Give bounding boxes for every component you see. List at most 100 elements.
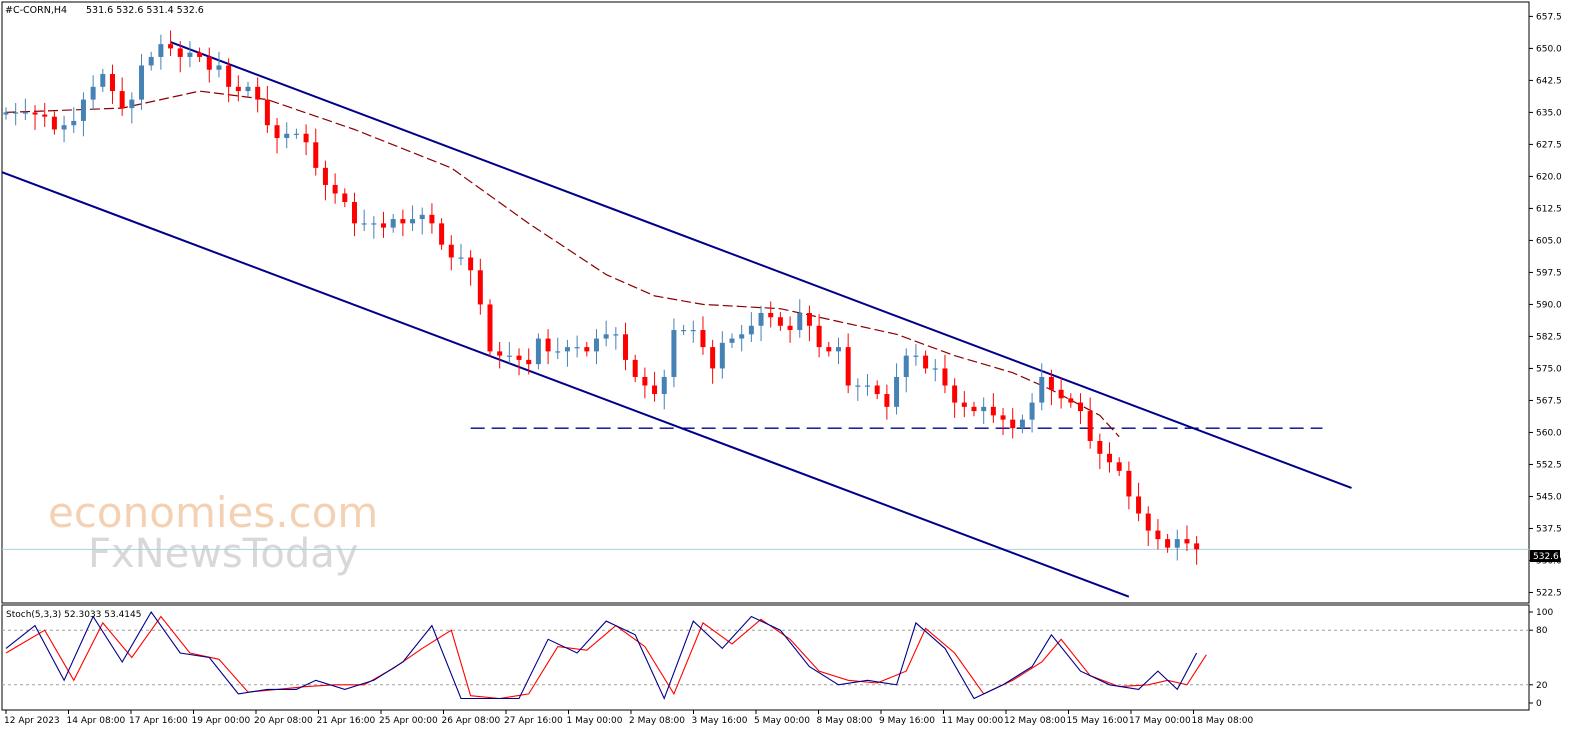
candle-body — [1058, 389, 1064, 399]
stoch-tick-label: 20 — [1536, 681, 1548, 691]
candle-body — [961, 402, 967, 407]
time-tick-label: 17 May 00:00 — [1129, 716, 1191, 726]
candle-body — [158, 44, 164, 57]
candle-body — [932, 368, 938, 370]
time-tick-label: 20 Apr 08:00 — [254, 716, 313, 726]
price-tick-label: 605.0 — [1536, 236, 1562, 246]
candle-body — [671, 330, 677, 377]
price-tick-label: 650.0 — [1536, 44, 1562, 54]
candle-body — [51, 116, 57, 130]
candle-body — [322, 167, 328, 185]
candle-body — [1048, 376, 1054, 390]
time-tick-label: 17 Apr 16:00 — [129, 716, 188, 726]
price-tick-label: 560.0 — [1536, 428, 1562, 438]
stoch-tick-label: 80 — [1536, 626, 1548, 636]
candle-body — [1194, 543, 1200, 550]
candle-body — [109, 74, 115, 92]
candle-body — [497, 351, 503, 356]
candle-body — [777, 317, 783, 326]
time-tick-label: 11 May 00:00 — [942, 716, 1004, 726]
time-tick-label: 15 May 16:00 — [1067, 716, 1129, 726]
time-tick-label: 19 Apr 00:00 — [192, 716, 251, 726]
price-tick-label: 657.5 — [1536, 12, 1562, 22]
candle-body — [806, 312, 812, 326]
candle-body — [1145, 513, 1151, 531]
candle-body — [545, 338, 551, 352]
current-price-tag — [1530, 550, 1560, 562]
time-tick-label: 5 May 00:00 — [754, 716, 810, 726]
candle-body — [13, 112, 19, 114]
stochastic-group: 100 80 20 0 — [2, 608, 1553, 709]
price-tick-label: 582.5 — [1536, 332, 1562, 342]
price-tick-label: 590.0 — [1536, 300, 1562, 310]
time-tick-label: 2 May 08:00 — [629, 716, 685, 726]
candle-body — [235, 86, 241, 92]
symbol-header: #C-CORN,H4 — [5, 5, 67, 16]
channel-lines-group — [1, 41, 1352, 598]
candle-body — [729, 338, 735, 343]
time-tick-label: 21 Apr 16:00 — [317, 716, 376, 726]
candle-body — [1019, 419, 1025, 429]
candle-body — [429, 214, 435, 224]
candle-body — [884, 394, 890, 407]
candle-body — [361, 223, 367, 225]
time-tick-label: 25 Apr 00:00 — [379, 716, 438, 726]
candle-body — [303, 133, 309, 143]
candle-body — [845, 347, 851, 386]
candle-body — [632, 359, 638, 377]
candle-body — [448, 244, 454, 258]
candle-body — [700, 330, 706, 348]
price-tick-label: 642.5 — [1536, 76, 1562, 86]
candle-body — [245, 86, 251, 92]
candle-body — [206, 56, 212, 70]
watermark-fxnewstoday: FxNewsToday — [88, 531, 358, 577]
candle-body — [468, 257, 474, 271]
candle-body — [564, 347, 570, 352]
candle-body — [61, 125, 67, 130]
watermark-economies: economies.com — [48, 488, 378, 537]
candle-body — [1136, 496, 1142, 514]
candle-body — [903, 355, 909, 377]
candle-body — [458, 257, 464, 259]
candle-body — [1107, 453, 1113, 463]
candle-body — [100, 74, 106, 87]
candle-body — [923, 355, 929, 369]
candle-body — [690, 330, 696, 332]
candle-body — [71, 120, 77, 126]
candle-body — [371, 223, 377, 225]
price-tick-label: 635.0 — [1536, 108, 1562, 118]
candle-body — [865, 385, 871, 387]
candle-body — [439, 223, 445, 245]
price-tick-label: 567.5 — [1536, 396, 1562, 406]
candle-body — [942, 368, 948, 386]
candle-body — [681, 330, 687, 332]
price-tick-label: 575.0 — [1536, 364, 1562, 374]
candle-body — [80, 99, 86, 121]
candle-body — [216, 65, 222, 70]
candle-body — [1000, 415, 1006, 420]
stoch-tick-label: 0 — [1536, 699, 1542, 709]
candle-body — [148, 56, 154, 66]
stoch-label: Stoch(5,3,3) 52.3033 53.4145 — [6, 610, 141, 620]
candle-body — [1010, 419, 1016, 429]
candle-body — [1029, 402, 1035, 420]
candle-body — [487, 304, 493, 352]
candle-body — [284, 133, 290, 139]
candle-body — [603, 334, 609, 339]
time-tick-label: 12 May 08:00 — [1004, 716, 1066, 726]
candle-body — [981, 406, 987, 412]
candle-body — [342, 193, 348, 203]
candle-body — [381, 223, 387, 228]
time-tick-label: 3 May 16:00 — [692, 716, 748, 726]
time-tick-label: 12 Apr 2023 — [4, 716, 60, 726]
candle-body — [623, 334, 629, 360]
candle-body — [506, 355, 512, 357]
candle-body — [1165, 539, 1171, 548]
candle-body — [3, 112, 9, 115]
candle-body — [477, 270, 483, 305]
candle-body — [535, 338, 541, 365]
candle-body — [187, 52, 193, 57]
candle-body — [1116, 462, 1122, 471]
price-tick-label: 537.5 — [1536, 524, 1562, 534]
candle-body — [1039, 376, 1045, 403]
